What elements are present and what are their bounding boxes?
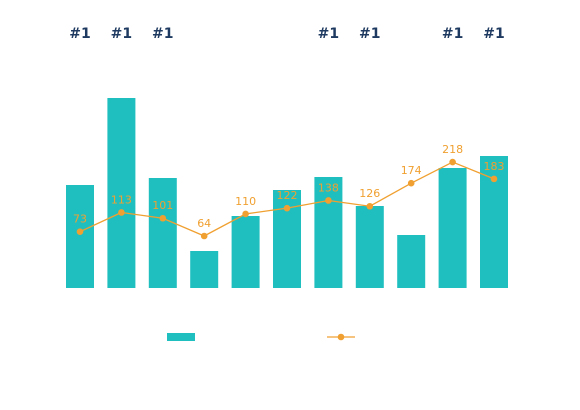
bar — [397, 235, 426, 288]
data-label: 73 — [73, 213, 87, 226]
data-label: 183 — [484, 160, 505, 173]
rank-label: #1 — [152, 26, 173, 42]
data-label: 113 — [111, 193, 132, 206]
rank-label: #1 — [111, 26, 132, 42]
bar — [107, 98, 136, 288]
line-point — [76, 228, 84, 235]
rank-label: #1 — [359, 26, 380, 42]
data-label: 64 — [197, 217, 211, 230]
bar — [66, 185, 94, 288]
line-point — [325, 197, 332, 204]
data-label: 138 — [318, 181, 339, 194]
rank-label: #1 — [483, 26, 504, 42]
bar — [273, 190, 301, 288]
line-point — [283, 204, 291, 212]
data-label: 218 — [442, 143, 463, 156]
bar — [438, 168, 467, 288]
bar — [355, 206, 384, 288]
data-label: 126 — [359, 187, 380, 200]
rank-label: #1 — [318, 26, 339, 42]
line-point — [242, 210, 249, 218]
data-label: 101 — [152, 199, 173, 212]
bar — [314, 177, 343, 288]
bar-series — [66, 98, 508, 288]
bar — [190, 251, 219, 288]
line-series — [76, 158, 498, 240]
data-labels: 73 113 101 64 110 122 138 126 174 218 183 — [73, 143, 505, 230]
rank-label: #1 — [69, 26, 90, 42]
rank-label: #1 — [442, 26, 463, 42]
bar — [148, 178, 177, 288]
data-label: 122 — [277, 189, 298, 202]
line-point — [407, 179, 415, 187]
data-label: 174 — [401, 164, 422, 177]
data-label: 110 — [235, 195, 256, 208]
line-point — [449, 158, 456, 166]
line-point — [490, 175, 498, 183]
line-point — [159, 214, 167, 222]
line-point — [366, 202, 374, 210]
legend-bar-swatch — [167, 333, 195, 341]
legend-line-marker — [337, 333, 345, 341]
line-point — [200, 232, 208, 240]
rank-labels: #1 #1 #1 #1 #1 #1 #1 — [69, 26, 504, 42]
line-point — [118, 209, 125, 216]
legend — [167, 333, 355, 341]
bar — [231, 216, 260, 288]
